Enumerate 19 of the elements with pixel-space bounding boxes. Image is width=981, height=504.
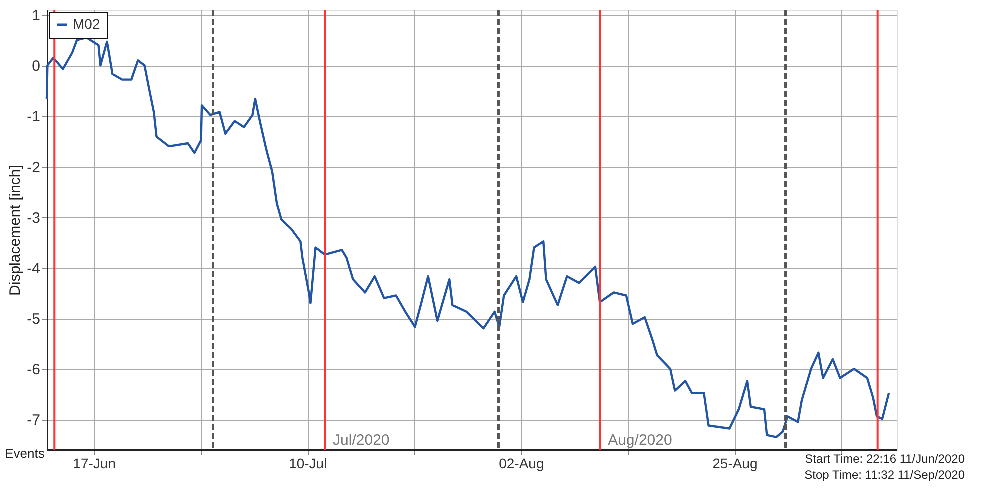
x-tick-label: 10-Jul: [289, 456, 328, 472]
y-tick-label: -7: [27, 412, 40, 430]
y-axis-title: Displacement [inch]: [7, 165, 24, 296]
y-tick-label: -6: [27, 362, 40, 379]
x-tick-label: 25-Aug: [712, 456, 758, 472]
y-tick-label: -2: [27, 159, 40, 176]
y-tick-label: -3: [27, 210, 40, 227]
x-tick-label: 02-Aug: [499, 456, 544, 472]
ref-line-label: Jul/2020: [333, 432, 390, 449]
text: Stop Time: 11:32 11/Sep/2020: [804, 468, 966, 482]
y-tick-label: 1: [32, 8, 40, 25]
text: Start Time: 22:16 11/Jun/2020: [805, 452, 966, 466]
y-tick-label: -5: [27, 311, 40, 328]
legend-label: M02: [73, 16, 100, 32]
y-tick-label: -1: [27, 108, 40, 126]
y-tick-label: -4: [27, 260, 40, 278]
text: Events: [5, 446, 46, 461]
y-tick-label: 0: [32, 58, 40, 76]
x-tick-label: 17-Jun: [73, 456, 116, 472]
